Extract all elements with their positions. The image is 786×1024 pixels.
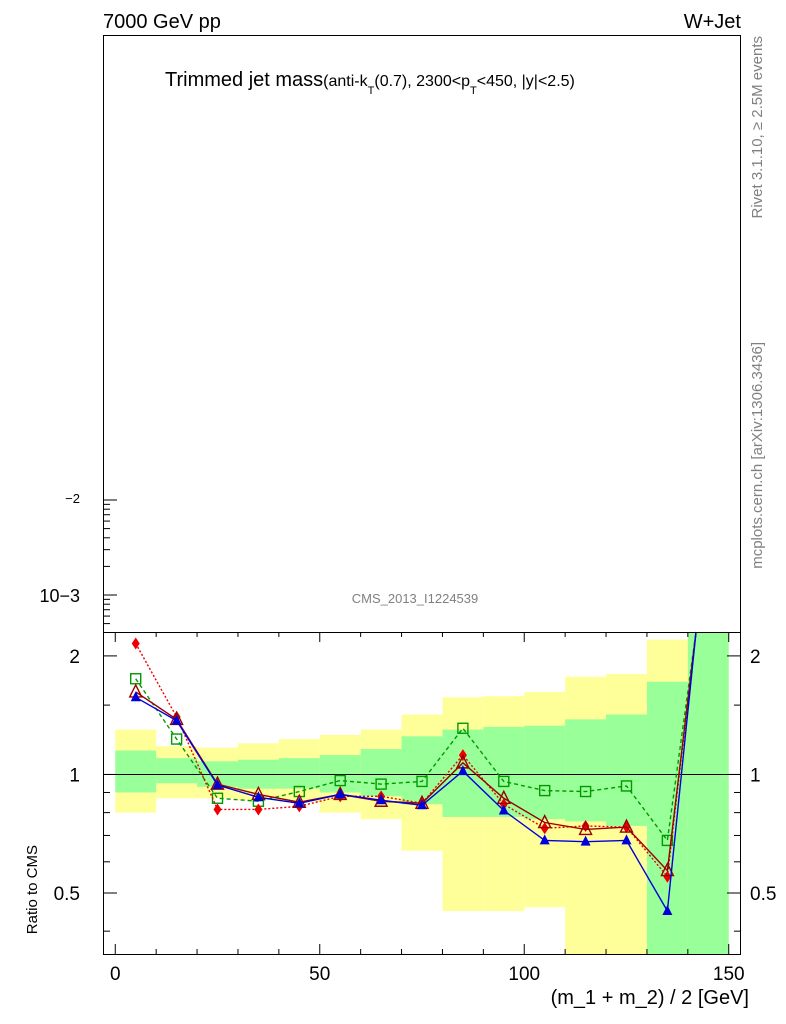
x-tick-label-0: 0 [110,964,121,985]
main-panel-ticks [103,499,117,625]
series-3-point-9 [498,804,509,815]
inner-band-bin-7 [401,736,443,805]
series-0-point-5 [334,774,346,787]
rivet-label: Rivet 3.1.10, ≥ 2.5M events [749,36,766,219]
series-0-point-9 [498,775,510,788]
series-3-point-3 [253,791,264,802]
series-2-point-5 [333,785,348,801]
series-1-point-2 [213,803,222,816]
inner-band-bin-14 [687,632,729,954]
series-0-point-8 [457,722,469,734]
title-sub-e: <450, |y|<2.5) [477,73,575,90]
series-3-point-7 [417,799,427,810]
series-3-point-6 [376,794,387,805]
title-main: Trimmed jet mass [165,69,323,91]
y-axis-label: Ratio to CMS [24,845,41,934]
series-0-point-12 [620,780,633,792]
uncertainty-bands [115,632,729,954]
chart-title: Trimmed jet mass(anti-kT(0.7), 2300<pT<4… [165,69,575,97]
ratio-panel [103,631,741,955]
series-layer [128,631,697,916]
series-0-point-13 [661,834,674,847]
series-1-point-3 [254,803,263,816]
x-tick-label-3: 150 [713,964,745,985]
main-panel-frame [103,35,741,633]
series-3-point-12 [621,834,632,845]
series-0-point-11 [579,785,592,798]
main-y-tick-label-partial: −2 [65,491,80,506]
title-sub-d: T [470,85,477,97]
series-2-point-13 [660,862,675,877]
series-2-point-12 [619,818,634,833]
series-3-point-2 [212,779,223,790]
series-2-point-10 [537,813,552,829]
series-3-point-1 [171,714,182,725]
inner-band-bin-11 [565,719,607,822]
tick-labels: 0 50 100 150 0.5 0.5 1 1 2 2 [54,647,777,985]
y-tick-label-right-2: 2 [750,647,761,668]
mcplots-label: mcplots.cern.ch [arXiv:1306.3436] [749,342,766,569]
x-axis-label: (m_1 + m_2) / 2 [GeV] [551,987,749,1009]
y-tick-label-right-1: 1 [750,765,761,786]
series-1-point-13 [663,870,672,883]
inner-band-bin-12 [606,714,647,826]
series-0-point-6 [375,778,387,790]
analysis-id: CMS_2013_I1224539 [352,591,479,606]
series-3-point-4 [294,797,305,808]
series-2-point-9 [496,789,511,804]
x-tick-label-2: 100 [508,964,540,985]
y-tick-label-right-0: 0.5 [750,884,776,905]
x-tick-label-1: 50 [309,964,330,985]
inner-band-bin-1 [156,758,198,784]
inner-band-bin-10 [524,725,566,820]
title-sub-b: T [368,85,375,97]
title-sub-a: (anti-k [323,73,368,90]
ratio-panel-frame [103,632,741,955]
energy-label: 7000 GeV pp [103,11,221,33]
main-y-tick-label-1e-3: 10−3 [39,586,80,606]
series-0-point-10 [538,784,551,797]
series-0-point-1 [170,733,183,745]
title-sub-c: (0.7), 2300<p [374,73,470,90]
series-1-point-10 [540,822,549,835]
process-label: W+Jet [684,11,742,33]
series-1-point-9 [499,798,508,811]
y-tick-label-0: 0.5 [54,884,80,905]
series-3-point-11 [580,835,591,846]
series-2-point-11 [578,820,593,836]
y-tick-label-2: 2 [69,647,80,668]
series-3-point-5 [335,788,346,799]
inner-band-bin-0 [115,750,157,793]
series-1-point-0 [131,637,140,650]
series-0-point-7 [416,775,428,788]
series-3-point-8 [457,765,468,776]
series-0-line [135,631,697,843]
ratio-ticks [103,632,741,954]
series-2-point-2 [210,775,225,790]
series-3-point-10 [539,834,550,845]
series-3-point-0 [130,691,141,702]
series-3-point-13 [662,905,673,916]
y-tick-label-1: 1 [69,765,80,786]
inner-band-bin-4 [278,758,320,789]
